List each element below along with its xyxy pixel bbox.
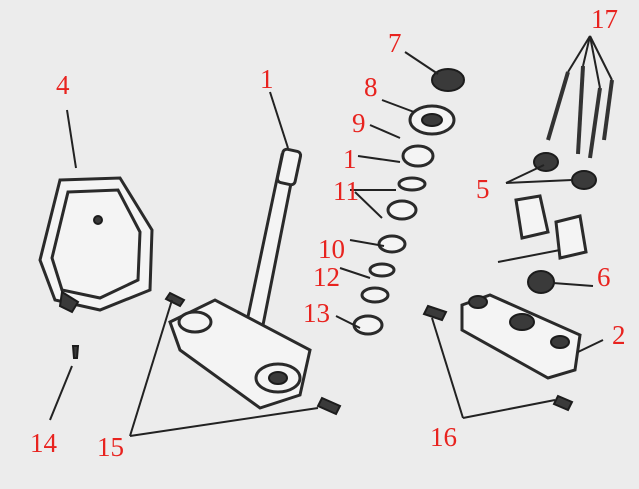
label-9: 9 xyxy=(352,108,366,138)
label-4: 5 xyxy=(476,174,490,204)
label-2: 2 xyxy=(612,320,626,350)
label-15: 15 xyxy=(97,432,124,462)
label-17: 17 xyxy=(591,4,618,34)
part-1-steering-stem xyxy=(168,147,312,410)
part-2-top-clamp xyxy=(460,293,582,380)
label-8: 8 xyxy=(364,72,378,102)
clamp-blocks xyxy=(514,194,588,260)
label-6: 6 xyxy=(597,262,611,292)
label-13: 13 xyxy=(303,298,330,328)
leader-lines xyxy=(49,35,613,437)
bearing-stack xyxy=(352,68,465,336)
label-16: 16 xyxy=(430,422,457,452)
label-1-bearing: 1 xyxy=(343,144,357,174)
label-1-stem: 1 xyxy=(260,64,274,94)
label-14: 14 xyxy=(30,428,57,458)
label-7: 7 xyxy=(388,28,402,58)
part-14-bolt xyxy=(71,345,80,359)
label-10: 10 xyxy=(318,234,345,264)
label-11: 11 xyxy=(333,176,359,206)
part-16-bolts xyxy=(422,304,574,412)
part-6-nut xyxy=(527,270,555,294)
label-5: 4 xyxy=(56,70,70,100)
part-15-bolts xyxy=(164,291,342,416)
label-12: 12 xyxy=(313,262,340,292)
part-4-nuts xyxy=(533,152,597,190)
part-5-bracket xyxy=(38,176,154,314)
part-17-studs xyxy=(546,65,614,159)
